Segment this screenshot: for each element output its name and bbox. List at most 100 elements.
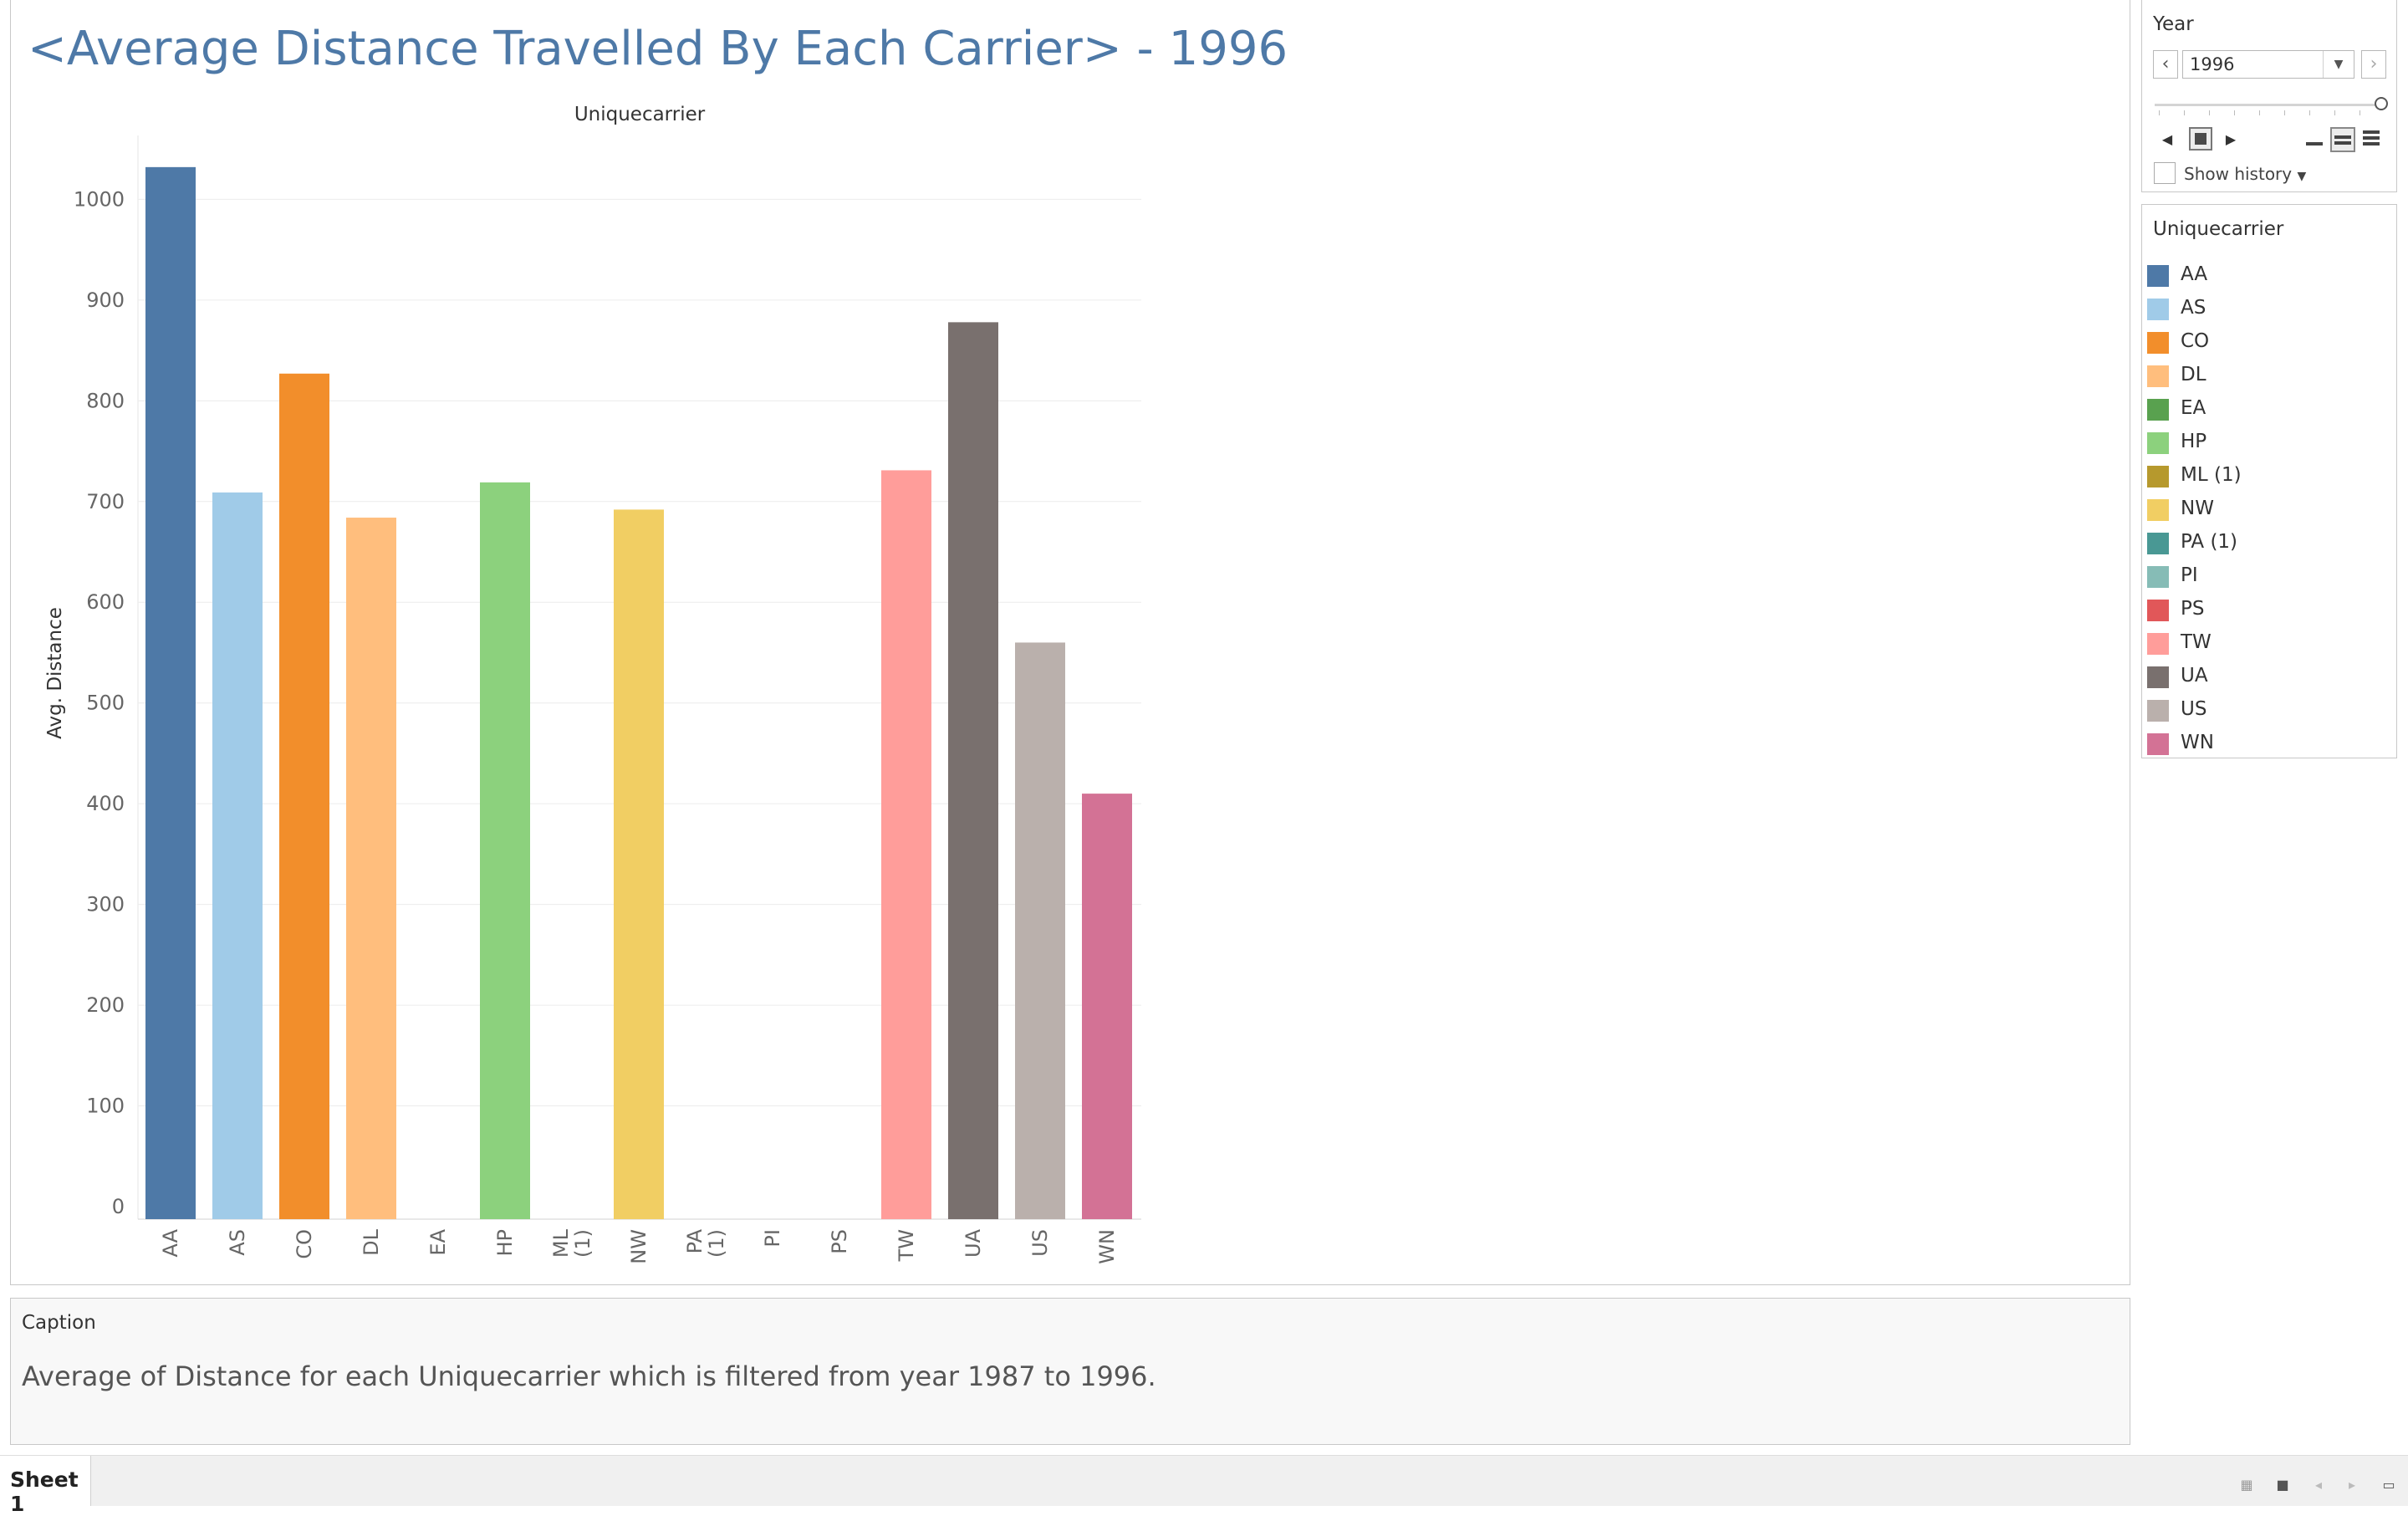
caption-header: Caption xyxy=(22,1312,96,1334)
caption-pane: Caption Average of Distance for each Uni… xyxy=(10,1298,2130,1445)
next-year-button[interactable]: › xyxy=(2361,50,2386,79)
legend-label: AS xyxy=(2181,297,2206,319)
x-tick-label: CO xyxy=(293,1229,316,1259)
x-tick-label: PS xyxy=(828,1229,851,1254)
slider-tick xyxy=(2184,110,2185,115)
show-history-dropdown[interactable]: Show history ▼ xyxy=(2184,164,2306,184)
legend-swatch xyxy=(2147,700,2169,722)
legend-label: US xyxy=(2181,698,2207,720)
y-tick-label: 600 xyxy=(86,590,125,614)
single-view-icon[interactable]: ■ xyxy=(2276,1477,2289,1493)
bar xyxy=(480,482,530,1219)
x-tick-label: PA xyxy=(683,1228,707,1253)
x-tick-label: UA xyxy=(962,1228,985,1258)
legend-label: TW xyxy=(2181,631,2212,653)
legend-label: PI xyxy=(2181,564,2198,586)
legend-label: CO xyxy=(2181,330,2210,352)
speed-fast-icon[interactable] xyxy=(2360,127,2385,152)
bar xyxy=(1015,642,1065,1219)
slider-tick xyxy=(2284,110,2285,115)
viz-pane: <Average Distance Travelled By Each Carr… xyxy=(10,0,2130,1285)
bar xyxy=(881,470,931,1219)
slider-tick xyxy=(2234,110,2235,115)
bar xyxy=(948,322,998,1219)
y-tick-label: 800 xyxy=(86,389,125,412)
previous-sheet-icon[interactable]: ◂ xyxy=(2314,1477,2323,1493)
presentation-mode-icon[interactable]: ▭ xyxy=(2382,1477,2395,1493)
grid-view-icon[interactable]: ▦ xyxy=(2240,1477,2253,1493)
y-tick-label: 300 xyxy=(86,893,125,916)
x-tick-label: (1) xyxy=(571,1229,594,1258)
bar xyxy=(614,509,664,1219)
sheet-tab[interactable]: Sheet 1 xyxy=(0,1456,91,1516)
year-slider-thumb[interactable] xyxy=(2375,97,2388,110)
legend-swatch xyxy=(2147,399,2169,421)
year-dropdown-value: 1996 xyxy=(2190,54,2235,74)
legend-swatch xyxy=(2147,600,2169,621)
legend-swatch xyxy=(2147,365,2169,387)
show-history-checkbox[interactable] xyxy=(2154,162,2176,184)
y-tick-label: 1000 xyxy=(74,187,125,211)
legend-label: UA xyxy=(2181,665,2208,687)
legend-label: DL xyxy=(2181,364,2206,385)
y-tick-label: 500 xyxy=(86,692,125,715)
x-tick-label: PI xyxy=(761,1229,784,1248)
legend-label: HP xyxy=(2181,431,2207,452)
legend-label: AA xyxy=(2181,263,2208,285)
x-axis-title: Uniquecarrier xyxy=(574,104,706,125)
bar-chart: 0 100 200 300 400 500 600 700 800 900 1000 Uniqueca… xyxy=(44,104,1141,1264)
caption-text: Average of Distance for each Uniquecarri… xyxy=(22,1360,1156,1392)
show-history-label: Show history xyxy=(2184,164,2293,184)
legend-swatch xyxy=(2147,666,2169,688)
legend-swatch xyxy=(2147,432,2169,454)
sheet-tab-bar: Sheet 1 ▦ ■ ◂ ▸ ▭ xyxy=(0,1455,2408,1516)
y-axis-title: Avg. Distance xyxy=(44,607,66,739)
stop-icon xyxy=(2195,133,2206,145)
legend-label: ML (1) xyxy=(2181,464,2242,486)
year-filter-card: Year ‹ 1996 ▼ › ◀ ▶ Show history ▼ xyxy=(2141,0,2397,192)
legend-label: WN xyxy=(2181,732,2214,753)
x-tick-label: ML xyxy=(549,1228,573,1258)
year-dropdown[interactable]: 1996 ▼ xyxy=(2182,50,2354,79)
legend-swatch xyxy=(2147,265,2169,287)
y-tick-label: 0 xyxy=(112,1195,125,1218)
caret-down-icon: ▼ xyxy=(2297,170,2307,183)
legend-swatch xyxy=(2147,466,2169,487)
slider-tick xyxy=(2309,110,2310,115)
bar xyxy=(346,518,396,1219)
stop-button[interactable] xyxy=(2189,127,2212,151)
slider-tick xyxy=(2209,110,2210,115)
y-tick-label: 400 xyxy=(86,792,125,815)
legend-swatch xyxy=(2147,299,2169,320)
legend-label: PS xyxy=(2181,598,2205,620)
x-tick-label: AS xyxy=(226,1229,249,1256)
next-sheet-icon[interactable]: ▸ xyxy=(2348,1477,2356,1493)
y-tick-label: 100 xyxy=(86,1095,125,1118)
legend-swatch xyxy=(2147,566,2169,588)
previous-year-button[interactable]: ‹ xyxy=(2153,50,2178,79)
legend-card: Uniquecarrier AA AS CO DL EA HP ML (1) NW PA (1)… xyxy=(2141,204,2397,758)
play-backward-icon[interactable]: ◀ xyxy=(2161,131,2173,147)
bar xyxy=(145,166,196,1220)
chevron-down-icon: ▼ xyxy=(2323,51,2354,78)
bar xyxy=(212,492,263,1219)
speed-medium-icon[interactable] xyxy=(2330,127,2355,152)
play-forward-icon[interactable]: ▶ xyxy=(2225,131,2237,147)
sheet-tab-label: Sheet 1 xyxy=(10,1468,79,1516)
x-tick-label: TW xyxy=(895,1229,918,1262)
legend-swatch xyxy=(2147,533,2169,554)
slider-tick xyxy=(2259,110,2260,115)
slider-tick xyxy=(2159,110,2160,115)
x-tick-label: HP xyxy=(493,1229,517,1257)
legend-swatch xyxy=(2147,499,2169,521)
year-slider[interactable] xyxy=(2155,104,2382,106)
legend-swatch xyxy=(2147,733,2169,755)
legend-label: NW xyxy=(2181,498,2214,519)
year-filter-title: Year xyxy=(2153,13,2194,35)
speed-slow-icon[interactable] xyxy=(2303,127,2328,152)
bar xyxy=(1082,794,1132,1219)
bar xyxy=(279,373,329,1220)
x-tick-label: NW xyxy=(627,1229,650,1264)
x-tick-label: WN xyxy=(1095,1229,1119,1264)
legend-label: PA (1) xyxy=(2181,531,2238,553)
